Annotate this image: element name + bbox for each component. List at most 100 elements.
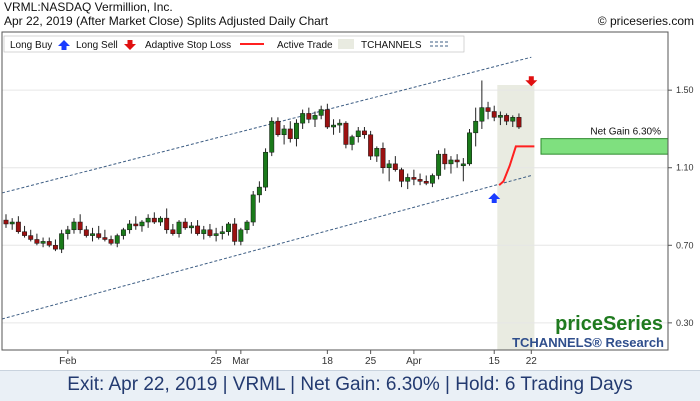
candle-body bbox=[170, 229, 176, 234]
candle bbox=[374, 146, 380, 162]
candle bbox=[40, 237, 46, 248]
candle bbox=[380, 142, 386, 174]
candle-body bbox=[281, 128, 287, 136]
candle-body bbox=[139, 221, 145, 227]
legend-buy-arrow-icon bbox=[58, 40, 70, 50]
candle bbox=[306, 107, 312, 124]
candle-body bbox=[392, 163, 398, 170]
legend-sell-arrow-icon bbox=[124, 40, 136, 50]
candle bbox=[176, 220, 182, 238]
candle-body bbox=[436, 153, 442, 176]
copyright-link[interactable]: © priceseries.com bbox=[597, 14, 694, 28]
candle-body bbox=[28, 235, 34, 240]
candle-body bbox=[467, 132, 472, 165]
candle-body bbox=[405, 177, 411, 182]
candle bbox=[263, 148, 269, 191]
long-buy-arrow bbox=[488, 192, 501, 203]
candle-body bbox=[312, 115, 318, 120]
candle bbox=[467, 128, 472, 166]
candle-body bbox=[77, 221, 83, 231]
candle bbox=[405, 173, 411, 190]
candle-body bbox=[238, 229, 244, 242]
candle bbox=[71, 218, 77, 234]
tchannel-lower-line bbox=[1, 175, 532, 320]
candle bbox=[300, 109, 306, 129]
candle-body bbox=[46, 241, 52, 246]
candle bbox=[158, 216, 163, 226]
x-tick-label: Apr bbox=[406, 356, 422, 367]
candle-body bbox=[40, 241, 46, 244]
candle-body bbox=[219, 231, 225, 234]
candle-body bbox=[102, 237, 108, 240]
candle bbox=[182, 218, 188, 230]
candle-body bbox=[59, 233, 65, 250]
candle bbox=[65, 225, 71, 240]
candle bbox=[448, 156, 454, 174]
legend-adaptive-stop-label: Adaptive Stop Loss bbox=[145, 40, 231, 51]
candle-body bbox=[343, 122, 349, 145]
candle bbox=[275, 117, 281, 137]
candle-body bbox=[399, 169, 404, 182]
candle bbox=[399, 167, 404, 188]
candle bbox=[318, 105, 324, 120]
candle bbox=[287, 121, 293, 143]
candle bbox=[361, 127, 367, 139]
candle bbox=[22, 225, 27, 238]
candle-body bbox=[324, 109, 330, 128]
candle-body bbox=[294, 122, 299, 139]
candle-body bbox=[460, 163, 466, 167]
x-tick-label: 22 bbox=[526, 356, 538, 367]
candle bbox=[77, 214, 83, 234]
candle bbox=[232, 218, 238, 246]
candle-body bbox=[473, 120, 479, 134]
candle bbox=[355, 127, 361, 143]
candle bbox=[195, 220, 201, 236]
candle-body bbox=[442, 153, 448, 165]
candle-body bbox=[263, 151, 269, 188]
candle-body bbox=[269, 120, 275, 153]
symbol-title: VRML:NASDAQ Vermillion, Inc. bbox=[4, 0, 173, 14]
candle-body bbox=[411, 177, 417, 180]
candle bbox=[15, 216, 21, 234]
candle bbox=[207, 223, 213, 238]
candle bbox=[516, 113, 522, 129]
legend-long-buy-label: Long Buy bbox=[10, 40, 52, 51]
candle bbox=[188, 222, 194, 234]
candle bbox=[90, 227, 95, 242]
candle bbox=[102, 229, 108, 242]
y-tick-label: 1.10 bbox=[676, 163, 694, 173]
x-tick-label: 18 bbox=[322, 356, 334, 367]
candle-body bbox=[22, 231, 27, 236]
trade-summary-footer: Exit: Apr 22, 2019 | VRML | Net Gain: 6.… bbox=[0, 370, 700, 401]
candle bbox=[473, 107, 479, 147]
candle-body bbox=[65, 229, 71, 234]
legend-active-trade-label: Active Trade bbox=[277, 40, 333, 51]
candle-body bbox=[213, 233, 219, 236]
legend-long-sell-label: Long Sell bbox=[76, 40, 118, 51]
candle-body bbox=[331, 124, 336, 128]
candle bbox=[497, 111, 503, 126]
candle-body bbox=[195, 225, 201, 234]
candle-body bbox=[83, 229, 89, 236]
candle bbox=[238, 227, 244, 246]
candle bbox=[96, 225, 102, 240]
candle bbox=[479, 80, 485, 129]
candle bbox=[250, 191, 256, 226]
candle-body bbox=[158, 217, 163, 223]
x-tick-label: Mar bbox=[232, 356, 250, 367]
active-trade-region bbox=[497, 85, 535, 350]
candle-body bbox=[510, 117, 516, 122]
candle bbox=[460, 158, 466, 182]
candle-body bbox=[300, 113, 306, 124]
candle bbox=[386, 159, 392, 182]
candle-body bbox=[207, 229, 213, 236]
candle bbox=[324, 103, 330, 129]
candle-body bbox=[151, 217, 157, 223]
candle-body bbox=[52, 245, 58, 250]
tchannels-research-label: TCHANNELS® Research bbox=[512, 335, 664, 350]
candle bbox=[312, 111, 318, 128]
candle bbox=[139, 220, 145, 232]
priceseries-logo: priceSeries bbox=[555, 313, 663, 335]
